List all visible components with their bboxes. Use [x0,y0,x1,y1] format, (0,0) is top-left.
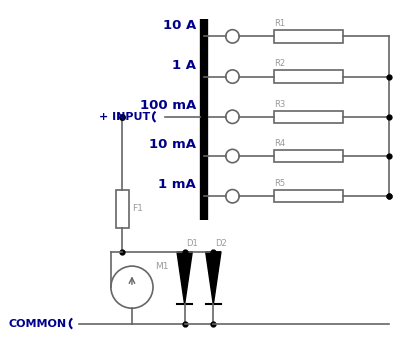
Bar [274,150,342,162]
Text: D2: D2 [215,239,227,248]
Polygon shape [206,252,221,304]
Text: R1: R1 [274,19,286,28]
Text: F1: F1 [132,204,143,213]
Polygon shape [177,252,192,304]
Text: R4: R4 [274,139,286,148]
Text: + INPUT: + INPUT [99,112,150,122]
Bar [116,189,129,228]
Text: 100 mA: 100 mA [140,99,196,112]
Bar [274,71,342,83]
Text: 1 mA: 1 mA [158,178,196,192]
Bar [274,111,342,123]
Text: R3: R3 [274,100,286,108]
Circle shape [111,266,153,308]
Bar [274,30,342,43]
Text: 1 A: 1 A [172,59,196,72]
Bar [274,190,342,203]
Text: R2: R2 [274,59,286,68]
Text: R5: R5 [274,179,286,188]
Text: D1: D1 [186,239,198,248]
Text: 10 A: 10 A [163,19,196,32]
Text: M1: M1 [155,262,168,271]
Text: COMMON: COMMON [9,319,67,329]
Text: 10 mA: 10 mA [149,138,196,151]
